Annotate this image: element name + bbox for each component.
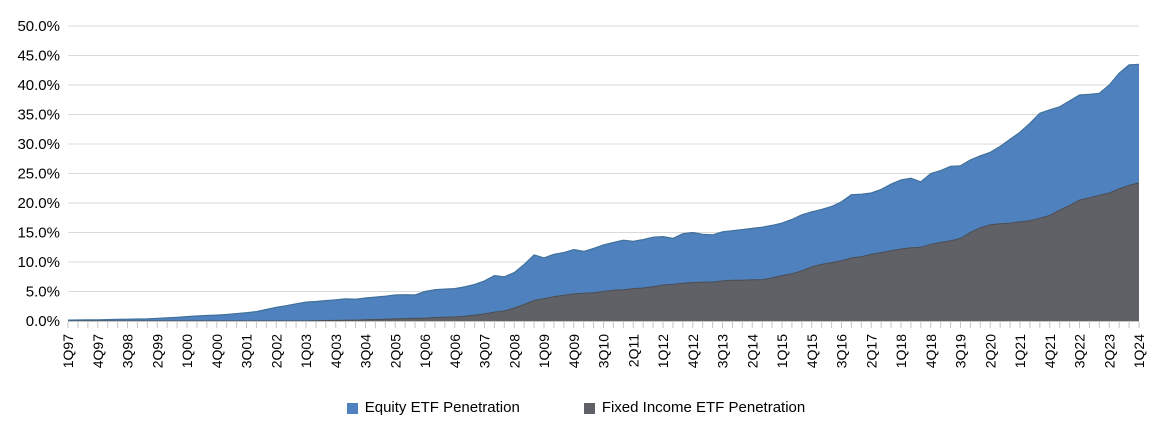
legend-item-equity: Equity ETF Penetration [346,398,520,418]
x-axis-label: 4Q18 [923,334,939,368]
fixed-income-legend-swatch-icon [583,402,595,414]
x-axis-label: 3Q04 [358,334,374,368]
y-axis-label: 35.0% [17,107,60,124]
x-axis-label: 4Q97 [90,334,106,368]
x-axis-label: 3Q19 [953,334,969,368]
y-axis-label: 25.0% [17,166,60,183]
y-axis-label: 10.0% [17,254,60,271]
x-axis-label: 1Q15 [774,334,790,368]
x-axis-label: 1Q00 [179,334,195,368]
x-axis-label: 4Q15 [804,334,820,368]
x-axis-label: 2Q17 [863,334,879,368]
x-axis-label: 1Q09 [536,334,552,368]
gridlines [68,25,1139,292]
x-axis-labels: 1Q97 4Q97 3Q98 2Q99 1Q00 4Q00 3Q01 2Q02 1Q03 4Q03… [60,334,1147,368]
x-axis-label: 2Q02 [268,334,284,368]
legend-label-fixed-income: Fixed Income ETF Penetration [601,399,806,416]
x-axis-label: 4Q03 [328,334,344,368]
chart-canvas: 0.0% 5.0% 10.0% 15.0% 20.0% 25.0% 30.0% 35.0% 40… [17,18,1147,368]
x-axis-label: 4Q00 [209,334,225,368]
area-equity-etf-penetration [68,64,1139,322]
y-axis-label: 45.0% [17,48,60,65]
x-axis-label: 1Q06 [417,334,433,368]
y-axis-label: 50.0% [17,18,60,35]
x-axis-label: 2Q99 [149,334,165,368]
x-axis-label: 2Q08 [506,334,522,368]
x-axis-label: 1Q18 [893,334,909,368]
x-axis-label: 3Q10 [596,334,612,368]
x-axis-label: 3Q22 [1072,334,1088,368]
x-axis-label: 1Q21 [1012,334,1028,368]
y-axis-label: 0.0% [26,313,60,330]
y-axis-label: 15.0% [17,225,60,242]
x-axis-label: 2Q11 [625,334,641,367]
x-axis-label: 3Q07 [477,334,493,368]
x-axis-label: 4Q06 [447,334,463,368]
x-axis-label: 3Q98 [120,334,136,368]
x-axis-label: 2Q05 [387,334,403,368]
x-axis-label: 4Q09 [566,334,582,368]
y-axis-label: 5.0% [26,284,60,301]
x-axis-label: 3Q16 [834,334,850,368]
y-axis-label: 40.0% [17,77,60,94]
x-axis-label: 1Q12 [655,334,671,368]
x-axis-label: 1Q24 [1131,334,1147,368]
equity-legend-swatch-icon [346,402,358,414]
x-axis-label: 4Q12 [685,334,701,368]
legend-item-fixed-income: Fixed Income ETF Penetration [583,398,806,418]
legend-label-equity: Equity ETF Penetration [364,399,520,416]
equity-top-edge [67,63,1140,321]
y-axis-labels: 0.0% 5.0% 10.0% 15.0% 20.0% 25.0% 30.0% 35.0% 40… [17,18,60,330]
x-axis-label: 3Q01 [239,334,255,368]
y-axis-label: 20.0% [17,195,60,212]
x-axis-label: 1Q97 [60,334,76,368]
x-axis-ticks [67,321,1140,328]
x-axis-label: 2Q14 [744,334,760,368]
x-axis-label: 1Q03 [298,334,314,368]
x-axis-label: 3Q13 [715,334,731,368]
x-axis-label: 4Q21 [1042,334,1058,368]
chart-legend: Equity ETF Penetration Fixed Income ETF … [0,398,1152,418]
y-axis-label: 30.0% [17,136,60,153]
area-fixed-income-etf-penetration [68,182,1139,321]
x-axis-label: 2Q20 [982,334,998,368]
x-axis-label: 2Q23 [1101,334,1117,368]
